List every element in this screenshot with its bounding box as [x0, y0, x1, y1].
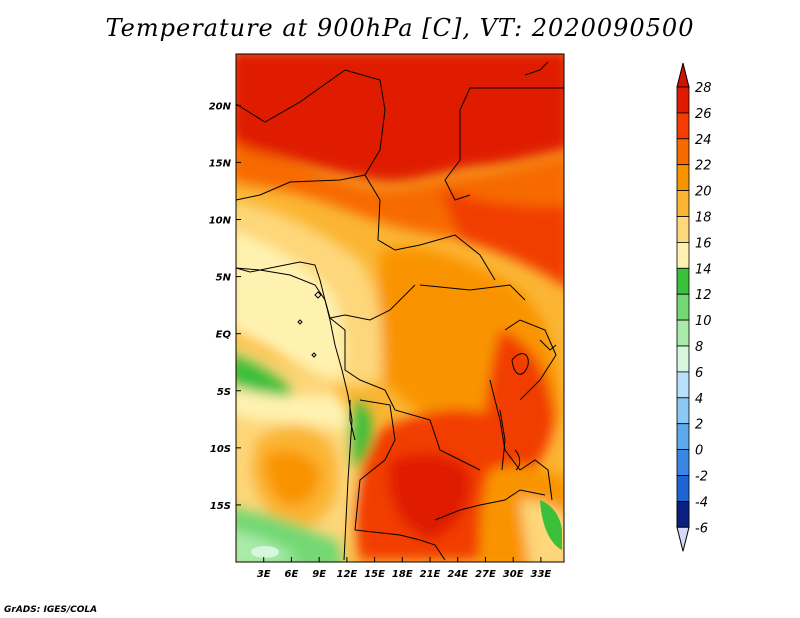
country-borders	[236, 61, 564, 561]
lat-tick-label: 5S	[217, 387, 231, 398]
colorbar-label: 28	[695, 81, 712, 96]
colorbar-label: 18	[695, 211, 712, 226]
lon-tick-label: 27E	[475, 569, 496, 580]
colorbar-segment	[676, 112, 690, 140]
colorbar-segment	[676, 190, 690, 217]
islands	[297, 291, 322, 358]
colorbar-top-arrow	[676, 62, 690, 88]
lat-tick-label: 20N	[209, 101, 232, 112]
colorbar-label: 0	[695, 444, 703, 459]
lon-tick-label: 30E	[503, 569, 524, 580]
chart-title: Temperature at 900hPa [C], VT: 202009050…	[105, 14, 695, 42]
colorbar-segment	[676, 397, 690, 425]
longitude-axis: 3E 6E 9E 12E 15E 18E 21E 24E 27E 30E 33E	[257, 557, 552, 580]
lon-tick-label: 24E	[447, 569, 468, 580]
lat-tick-label: 15S	[210, 501, 231, 512]
colorbar-label: 16	[695, 236, 712, 251]
lat-tick-label: EQ	[216, 330, 232, 341]
lon-tick-label: 15E	[364, 569, 385, 580]
temperature-field	[236, 54, 564, 562]
lon-tick-label: 21E	[420, 569, 441, 580]
colorbar-label: -2	[695, 470, 708, 485]
colorbar-segment	[676, 138, 690, 166]
colorbar-label: 24	[695, 133, 712, 148]
grads-credit: GrADS: IGES/COLA	[4, 605, 98, 615]
lon-tick-label: 9E	[312, 569, 326, 580]
colorbar-label: 20	[695, 185, 712, 200]
lat-tick-label: 5N	[216, 273, 232, 284]
colorbar-label: -6	[695, 521, 708, 536]
colorbar-segment	[676, 164, 690, 191]
lat-tick-label: 15N	[209, 158, 232, 169]
lon-tick-label: 33E	[531, 569, 552, 580]
colorbar-label: 14	[695, 262, 712, 277]
colorbar-label: 2	[695, 418, 703, 433]
colorbar-label: 4	[695, 392, 703, 407]
colorbar-label: 22	[695, 159, 712, 174]
colorbar-segment	[676, 293, 690, 321]
colorbar-segment	[676, 371, 690, 399]
colorbar-segment	[676, 345, 690, 373]
colorbar-segment	[676, 241, 690, 269]
colorbar-segment	[676, 267, 690, 295]
colorbar-label: 6	[695, 366, 703, 381]
colorbar-label: 26	[695, 107, 712, 122]
lat-tick-label: 10S	[210, 444, 231, 455]
latitude-axis: 20N 15N 10N 5N EQ 5S 10S 15S	[209, 101, 241, 512]
colorbar-bottom-arrow	[676, 526, 690, 552]
lon-tick-label: 18E	[392, 569, 413, 580]
colorbar-segment	[676, 423, 690, 451]
colorbar-segment	[676, 319, 690, 347]
map-frame	[235, 53, 565, 563]
colorbar-label: -4	[695, 495, 708, 510]
colorbar-segment	[676, 86, 690, 114]
lon-tick-label: 12E	[336, 569, 357, 580]
colorbar-label: 12	[695, 288, 712, 303]
colorbar-segment	[676, 216, 690, 243]
colorbar-segment	[676, 475, 690, 502]
lat-tick-label: 10N	[209, 216, 232, 227]
lon-tick-label: 3E	[257, 569, 271, 580]
colorbar-label: 10	[695, 314, 712, 329]
colorbar-label: 8	[695, 340, 703, 355]
colorbar-segment	[676, 500, 690, 528]
lon-tick-label: 6E	[285, 569, 299, 580]
colorbar-segment	[676, 449, 690, 476]
